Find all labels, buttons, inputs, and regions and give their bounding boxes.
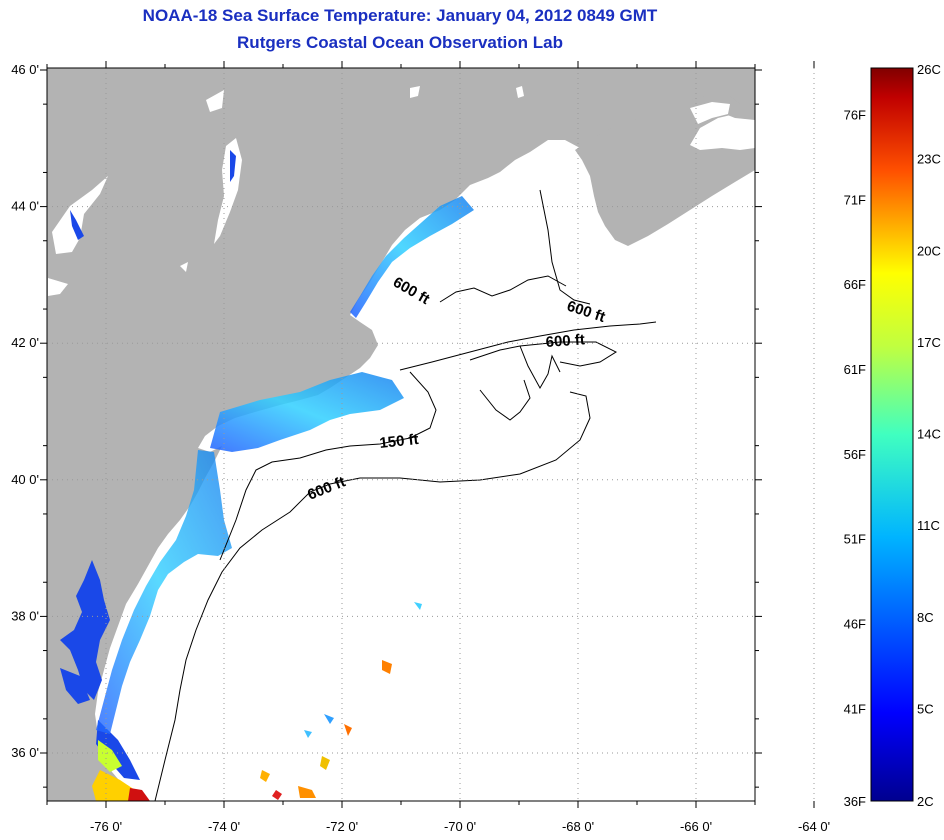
- colorbar-c-label: 11C: [917, 518, 940, 533]
- shelf-sst-band: [350, 196, 474, 318]
- map-grid: [47, 68, 815, 801]
- lon-label: -66 0': [680, 819, 712, 834]
- longitude-labels: -76 0' -74 0' -72 0' -70 0' -68 0' -66 0' -64 …: [90, 819, 830, 834]
- colorbar-c-label: 20C: [917, 243, 941, 258]
- colorbar-celsius-labels: 26C 23C 20C 17C 14C 11C 8C 5C 2C: [917, 62, 941, 809]
- lon-label: -70 0': [444, 819, 476, 834]
- colorbar-f-label: 46F: [844, 617, 866, 632]
- lon-label: -72 0': [326, 819, 358, 834]
- gulf-stream-patches: [260, 602, 422, 800]
- colorbar-c-label: 23C: [917, 152, 941, 167]
- bathymetry-contours: [154, 189, 657, 801]
- colorbar-c-label: 2C: [917, 794, 934, 809]
- colorbar-f-label: 41F: [844, 701, 866, 716]
- lat-label: 38 0': [11, 608, 39, 623]
- lon-label: -64 0': [798, 819, 830, 834]
- colorbar-c-label: 14C: [917, 427, 941, 442]
- colorbar-f-label: 66F: [844, 277, 866, 292]
- map-ticks: [40, 61, 815, 808]
- colorbar-f-label: 56F: [844, 447, 866, 462]
- lat-label: 40 0': [11, 472, 39, 487]
- map-subtitle: Rutgers Coastal Ocean Observation Lab: [237, 33, 563, 52]
- lat-label: 46 0': [11, 62, 39, 77]
- land-us: [47, 68, 755, 801]
- colorbar-f-label: 36F: [844, 794, 866, 809]
- lon-label: -76 0': [90, 819, 122, 834]
- lon-label: -74 0': [208, 819, 240, 834]
- sst-colorbar: [870, 67, 914, 802]
- land-nova-scotia: [575, 95, 755, 246]
- lat-label: 44 0': [11, 199, 39, 214]
- colorbar-c-label: 17C: [917, 335, 941, 350]
- depth-label-150ft: 150 ft: [379, 431, 420, 452]
- lon-label: -68 0': [562, 819, 594, 834]
- lat-label: 42 0': [11, 335, 39, 350]
- map-title: NOAA-18 Sea Surface Temperature: January…: [142, 6, 658, 25]
- colorbar-f-label: 71F: [844, 192, 866, 207]
- colorbar-c-label: 5C: [917, 701, 934, 716]
- colorbar-f-label: 51F: [844, 532, 866, 547]
- lat-label: 36 0': [11, 745, 39, 760]
- depth-label-600ft: 600 ft: [545, 331, 585, 351]
- colorbar-f-label: 61F: [844, 362, 866, 377]
- map-frame: [46, 67, 756, 802]
- colorbar-c-label: 26C: [917, 62, 941, 77]
- colorbar-fahrenheit-labels: 76F 71F 66F 61F 56F 51F 46F 41F 36F: [844, 108, 866, 809]
- coastal-bays: [60, 150, 236, 780]
- colorbar-f-label: 76F: [844, 108, 866, 123]
- colorbar-c-label: 8C: [917, 610, 934, 625]
- latitude-labels: 46 0' 44 0' 42 0' 40 0' 38 0' 36 0': [11, 62, 39, 760]
